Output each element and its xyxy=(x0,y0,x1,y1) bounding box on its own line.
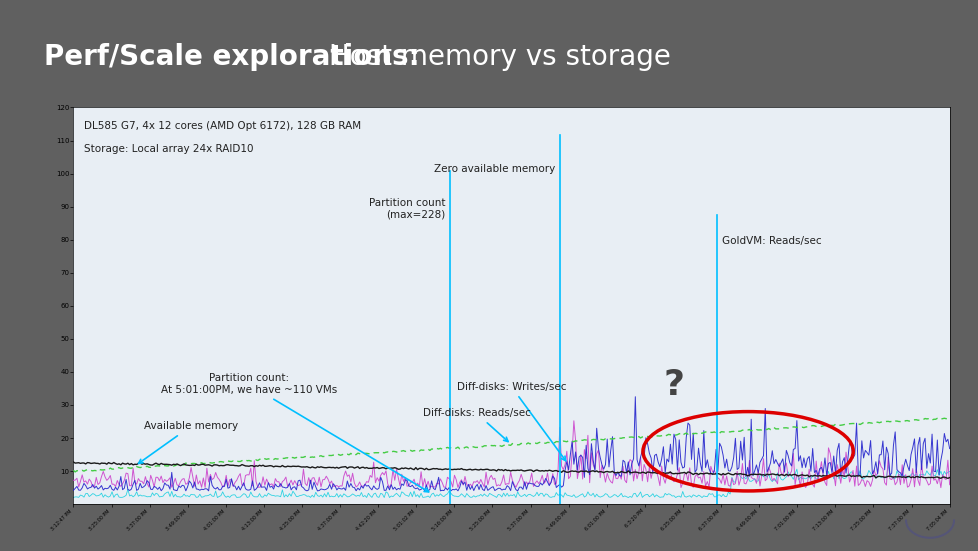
Text: Host memory vs storage: Host memory vs storage xyxy=(320,43,670,71)
Text: Partition count:
At 5:01:00PM, we have ~110 VMs: Partition count: At 5:01:00PM, we have ~… xyxy=(160,374,428,492)
Text: ?: ? xyxy=(662,368,684,402)
Text: Perf/Scale explorations:: Perf/Scale explorations: xyxy=(43,43,419,71)
Text: Storage: Local array 24x RAID10: Storage: Local array 24x RAID10 xyxy=(84,144,253,154)
Text: Zero available memory: Zero available memory xyxy=(433,164,555,174)
Text: Partition count
(max=228): Partition count (max=228) xyxy=(369,198,445,220)
Text: Available memory: Available memory xyxy=(139,422,238,463)
Text: Diff-disks: Reads/sec: Diff-disks: Reads/sec xyxy=(422,408,530,441)
Text: Diff-disks: Writes/sec: Diff-disks: Writes/sec xyxy=(457,382,565,461)
Text: GoldVM: Reads/sec: GoldVM: Reads/sec xyxy=(721,236,821,246)
Text: DL585 G7, 4x 12 cores (AMD Opt 6172), 128 GB RAM: DL585 G7, 4x 12 cores (AMD Opt 6172), 12… xyxy=(84,121,361,131)
